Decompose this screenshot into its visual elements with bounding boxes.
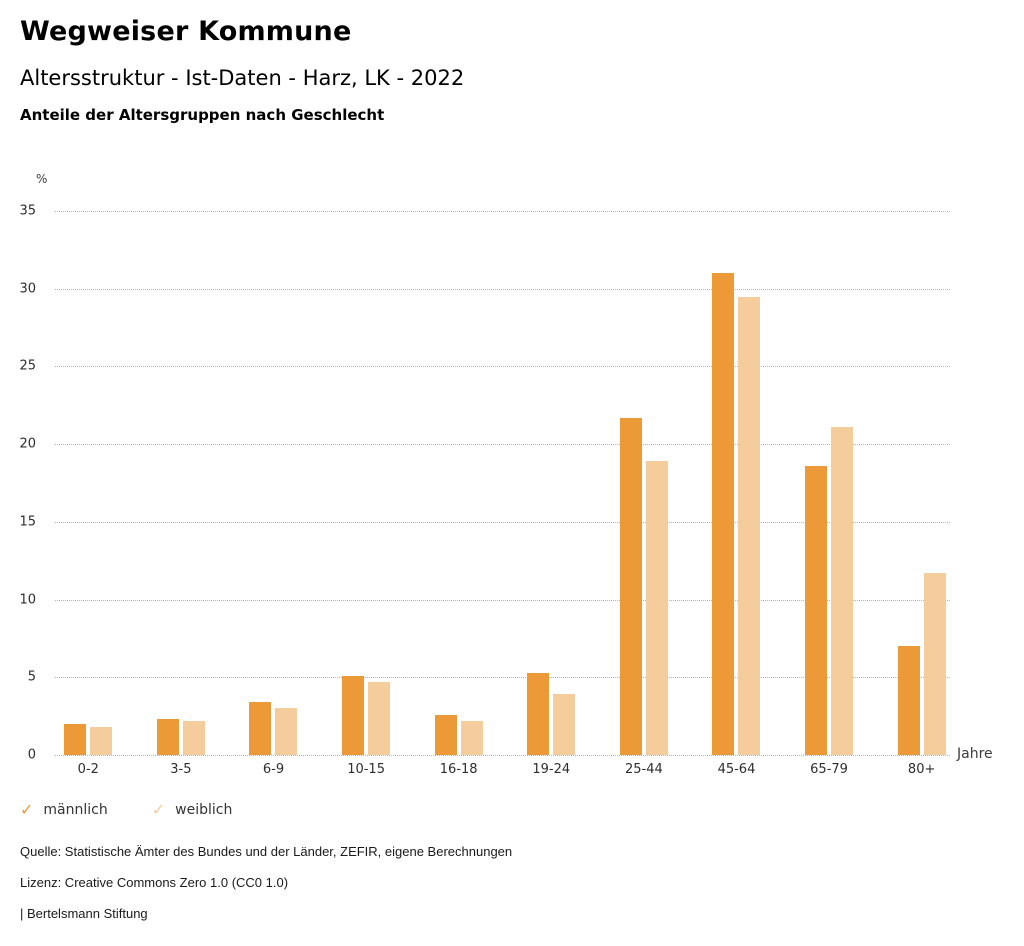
bar-weiblich-80+[interactable] <box>923 573 946 755</box>
grid-line-35 <box>55 211 950 212</box>
x-tick-label-25-44: 25-44 <box>624 762 663 777</box>
legend-label: männlich <box>43 802 108 818</box>
y-tick-label: 0 <box>27 747 36 763</box>
chart-subtitle: Altersstruktur - Ist-Daten - Harz, LK - … <box>20 66 465 90</box>
grid-line-0 <box>55 755 950 756</box>
y-tick-label: 10 <box>19 592 36 608</box>
grid-line-15 <box>55 521 950 523</box>
x-tick-label-6-9: 6-9 <box>262 762 285 777</box>
page-title: Wegweiser Kommune <box>20 16 352 47</box>
bar-männlich-25-44[interactable] <box>619 417 642 755</box>
bar-männlich-45-64[interactable] <box>712 273 735 755</box>
x-tick-label-0-2: 0-2 <box>77 762 99 777</box>
bar-weiblich-19-24[interactable] <box>553 694 576 755</box>
bar-group-3-5 <box>135 211 228 755</box>
check-icon: ✓ <box>151 800 166 819</box>
y-tick-label: 5 <box>27 669 36 685</box>
bar-group-65-79 <box>783 211 876 755</box>
x-tick-label-3-5: 3-5 <box>170 762 192 777</box>
check-icon: ✓ <box>20 800 34 819</box>
attribution-note: | Bertelsmann Stiftung <box>20 906 148 921</box>
bar-group-6-9 <box>227 211 320 755</box>
x-tick-label-45-64: 45-64 <box>717 762 756 777</box>
bar-männlich-16-18[interactable] <box>434 714 457 755</box>
grid-line-25 <box>55 366 950 368</box>
bar-weiblich-10-15[interactable] <box>368 681 391 755</box>
x-tick-label-19-24: 19-24 <box>532 762 571 777</box>
license-note: Lizenz: Creative Commons Zero 1.0 (CC0 1… <box>20 875 289 890</box>
bar-männlich-65-79[interactable] <box>805 465 828 755</box>
bar-weiblich-65-79[interactable] <box>831 427 854 755</box>
bar-männlich-19-24[interactable] <box>527 672 550 755</box>
bar-weiblich-0-2[interactable] <box>90 727 113 755</box>
x-tick-label-16-18: 16-18 <box>439 762 478 777</box>
bar-männlich-6-9[interactable] <box>249 702 272 755</box>
y-axis-labels: 0 5 10 15 20 25 30 35 <box>0 204 36 763</box>
bar-group-16-18 <box>412 211 505 755</box>
x-axis-unit-label: Jahre <box>957 746 993 762</box>
y-axis-unit-label: % <box>36 172 48 186</box>
legend-label: weiblich <box>175 802 233 818</box>
bar-group-25-44 <box>598 211 691 755</box>
bar-männlich-0-2[interactable] <box>64 723 87 755</box>
legend-item-maennlich[interactable]: ✓ männlich <box>20 800 108 819</box>
grid-line-10 <box>55 599 950 601</box>
gridline-layer <box>55 211 950 756</box>
bar-group-45-64 <box>690 211 783 755</box>
x-tick-label-80+: 80+ <box>907 762 936 777</box>
y-tick-label: 15 <box>19 514 36 530</box>
bar-group-0-2 <box>42 211 135 755</box>
bar-männlich-10-15[interactable] <box>342 675 365 755</box>
x-tick-label-10-15: 10-15 <box>347 762 385 777</box>
bar-weiblich-25-44[interactable] <box>645 461 668 755</box>
bar-weiblich-16-18[interactable] <box>460 720 483 755</box>
x-tick-label-65-79: 65-79 <box>810 762 848 777</box>
grid-line-30 <box>55 288 950 290</box>
source-note: Quelle: Statistische Ämter des Bundes un… <box>20 844 513 859</box>
x-axis-labels: 0-2 3-5 6-9 10-15 16-18 19-24 25-44 45-64 65-79 8… <box>42 762 968 777</box>
legend-item-weiblich[interactable]: ✓ weiblich <box>151 800 233 819</box>
grid-line-5 <box>55 677 950 679</box>
bar-weiblich-45-64[interactable] <box>738 296 761 755</box>
y-tick-label: 25 <box>19 358 36 374</box>
bar-männlich-3-5[interactable] <box>156 719 179 755</box>
y-tick-label: 35 <box>19 203 36 219</box>
chart-heading: Anteile der Altersgruppen nach Geschlech… <box>20 106 385 124</box>
bar-weiblich-6-9[interactable] <box>275 708 298 755</box>
legend: ✓ männlich ✓ weiblich <box>20 800 233 819</box>
bar-männlich-80+[interactable] <box>897 646 920 755</box>
y-tick-label: 30 <box>19 281 36 297</box>
bar-weiblich-3-5[interactable] <box>182 720 205 755</box>
bar-group-10-15 <box>320 211 413 755</box>
bar-group-80+ <box>875 211 968 755</box>
y-tick-label: 20 <box>19 436 36 452</box>
plot-area <box>42 211 968 755</box>
grid-line-20 <box>55 444 950 446</box>
bar-group-19-24 <box>505 211 598 755</box>
